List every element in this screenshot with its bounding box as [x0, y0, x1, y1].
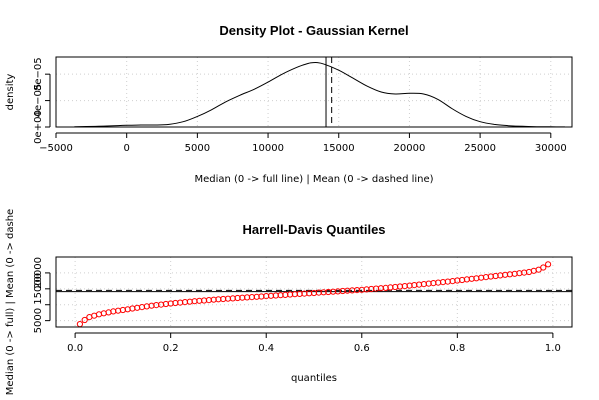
density-y-tick-label: 0e+00	[33, 110, 44, 144]
quantile-point	[76, 321, 84, 328]
quantiles-x-tick-label: 0.6	[354, 343, 370, 354]
quantiles-x-tick-label: 0.2	[163, 343, 179, 354]
density-x-tick-label: 20000	[394, 143, 426, 154]
density-title: Density Plot - Gaussian Kernel	[219, 23, 408, 38]
quantile-points	[76, 261, 552, 328]
density-x-tick-label: 30000	[535, 143, 567, 154]
density-x-tick-label: 10000	[252, 143, 284, 154]
quantiles-x-tick-label: 0.4	[258, 343, 274, 354]
density-plot-frame	[55, 56, 573, 128]
quantiles-y-tick-label: 15000	[33, 273, 44, 305]
density-x-tick-label: 0	[123, 143, 129, 154]
quantiles-x-tick-label: 1.0	[545, 343, 561, 354]
density-x-tick-label: 5000	[185, 143, 210, 154]
quantiles-x-ticks: 0.0 0.2 0.4 0.6 0.8 1.0	[67, 332, 561, 354]
quantiles-x-tick-label: 0.8	[449, 343, 465, 354]
quantiles-y-tick-label: 5000	[33, 308, 44, 333]
quantiles-panel: Harrell-Davis Quantiles 0.0 0.2 0.4 0.6 0.8 1…	[5, 209, 573, 395]
quantiles-plot-frame	[55, 256, 573, 328]
quantile-point	[545, 261, 552, 268]
quantiles-y-tick-label: 20000	[33, 257, 44, 289]
quantiles-x-tick-label: 0.0	[67, 343, 83, 354]
density-x-ticks: −5000 0 5000 10000 15000 20000 25000 30000	[39, 132, 567, 154]
quantile-point	[100, 310, 107, 317]
density-x-tick-label: −5000	[39, 143, 73, 154]
quantiles-title: Harrell-Davis Quantiles	[242, 222, 385, 237]
quantile-point	[81, 316, 88, 324]
density-y-tick-label: 8e−05	[33, 57, 44, 91]
density-x-tick-label: 25000	[464, 143, 496, 154]
density-curve	[74, 62, 565, 128]
density-y-tick-label: 4e−05	[33, 84, 44, 118]
density-y-axis-label: density	[5, 74, 16, 111]
density-grid	[55, 57, 572, 128]
density-x-axis-label: Median (0 -> full line) | Mean (0 -> das…	[194, 174, 433, 185]
quantiles-x-axis-label: quantiles	[291, 373, 337, 384]
quantiles-y-axis-label: Median (0 -> full) | Mean (0 -> dashe	[5, 209, 16, 395]
density-x-tick-label: 15000	[323, 143, 355, 154]
density-panel: Density Plot - Gaussian Kernel −5000 0 500…	[5, 23, 573, 185]
quantile-point	[540, 264, 547, 271]
